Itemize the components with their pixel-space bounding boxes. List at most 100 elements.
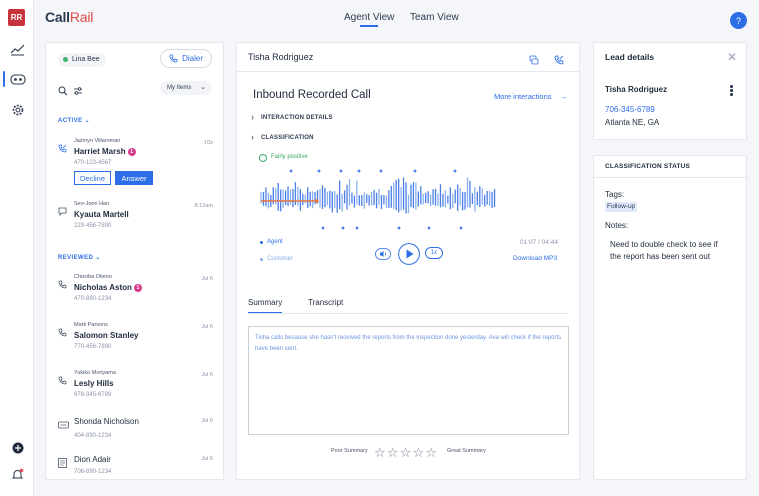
tab-transcript[interactable]: Transcript — [308, 298, 344, 307]
dialer-button[interactable]: Dialer — [160, 49, 212, 68]
play-button[interactable] — [398, 243, 420, 270]
help-button[interactable]: ? — [730, 12, 747, 29]
agent-speaking-marker — [289, 169, 293, 173]
rating-low-label: Poor Summary — [331, 448, 368, 454]
agent-speaking-marker — [413, 169, 417, 173]
rating-star[interactable]: ☆ — [374, 446, 386, 461]
audio-waveform[interactable] — [259, 167, 499, 231]
my-items-label: My Items — [167, 85, 192, 91]
classification-status-panel: CLASSIFICATION STATUS Tags: Follow-up No… — [593, 155, 747, 480]
contact-name: Salomon Stanley — [74, 331, 139, 340]
sentiment-label: Fairly positive — [271, 154, 308, 160]
section-reviewed[interactable]: REVIEWED ⌄ — [58, 255, 101, 261]
my-items-dropdown[interactable]: My Items ⌄ — [160, 81, 212, 95]
settings-icon[interactable] — [9, 101, 26, 118]
rating-star[interactable]: ☆ — [399, 446, 412, 461]
interaction-details-toggle[interactable]: INTERACTION DETAILS — [251, 112, 333, 122]
avatar[interactable]: RR — [8, 9, 25, 26]
detail-header: Tisha Rodriguez — [237, 43, 579, 72]
text-message-icon — [58, 203, 67, 221]
download-mp3-link[interactable]: Download MP3 — [513, 255, 558, 262]
contact-name: Lesly Hills — [74, 379, 114, 388]
unread-badge: 1 — [127, 148, 136, 156]
tags-label: Tags: — [605, 190, 625, 199]
tab-team-view[interactable]: Team View — [410, 12, 459, 23]
lead-details-title: Lead details — [605, 52, 655, 62]
list-item[interactable]: Jul 6 Dion Adair 706-890-1234 — [58, 450, 213, 482]
timestamp: 8:12am — [194, 203, 213, 209]
kebab-menu-icon[interactable] — [730, 85, 733, 97]
list-item[interactable]: Mark Parsons Jul 6 Salomon Stanley 770-4… — [58, 322, 213, 354]
classification-toggle[interactable]: CLASSIFICATION — [251, 132, 314, 142]
agent-speaking-marker — [357, 169, 361, 173]
contact-name: Dion Adair — [74, 455, 111, 464]
tag-follow-up[interactable]: Follow-up — [605, 202, 638, 212]
rating-star[interactable]: ☆ — [412, 446, 425, 461]
agent-speaking-marker — [453, 169, 457, 173]
tab-summary[interactable]: Summary — [248, 298, 283, 314]
contact-name: Tisha Rodriguez — [248, 52, 314, 62]
tabs-divider — [248, 313, 568, 314]
incoming-call-icon — [58, 140, 67, 158]
calls-icon[interactable] — [9, 71, 26, 88]
decline-button[interactable]: Decline — [74, 171, 111, 185]
playhead[interactable] — [314, 199, 319, 203]
tab-agent-view[interactable]: Agent View — [344, 12, 395, 27]
rating-high-label: Great Summary — [447, 448, 486, 454]
timestamp: Jul 6 — [201, 324, 213, 330]
list-item[interactable]: Jazmyn Villaroman 10s Harriet Marsh 1 470… — [58, 138, 213, 188]
close-icon[interactable]: ✕ — [726, 50, 737, 64]
timestamp: Jul 6 — [201, 418, 213, 424]
agent-name: Chizoba Otieno — [74, 274, 112, 280]
answer-button[interactable]: Answer — [115, 171, 153, 185]
incoming-call-icon — [58, 372, 67, 390]
incoming-call-icon — [58, 276, 67, 294]
notes-text[interactable]: Need to double check to see if the repor… — [610, 240, 718, 261]
agent-speaking-marker — [339, 169, 343, 173]
customer-legend-dot — [260, 258, 263, 261]
arrow-right-icon: → — [559, 92, 568, 101]
phone-number: 229-456-7890 — [74, 223, 112, 229]
chat-bubbles-icon[interactable] — [529, 52, 539, 70]
search-icon[interactable] — [58, 83, 68, 101]
contact-name: Kyauta Martell — [74, 210, 129, 219]
legend-agent: Agent — [267, 239, 283, 245]
agent-name: Yukiko Moriyama — [74, 370, 116, 376]
notes-label: Notes: — [605, 221, 629, 230]
analytics-icon[interactable] — [9, 41, 26, 58]
lead-phone[interactable]: 706-345-6789 — [605, 105, 655, 114]
add-icon[interactable] — [9, 439, 26, 456]
customer-speaking-marker — [397, 226, 401, 230]
timestamp: Jul 6 — [201, 372, 213, 378]
phone-number: 770-456-7890 — [74, 344, 112, 350]
unread-badge: 1 — [133, 284, 142, 292]
time-display: 01:07 / 04:44 — [520, 239, 558, 246]
smile-icon — [259, 154, 267, 162]
interactions-list-panel: Lina Bee Dialer My Items ⌄ ACTIVE ⌄ Jazm… — [45, 42, 224, 480]
filter-icon[interactable] — [73, 83, 83, 101]
more-interactions-link[interactable]: More interactions → — [494, 92, 568, 101]
chevron-down-icon: ⌄ — [200, 84, 206, 91]
agent-status-pill[interactable]: Lina Bee — [58, 53, 106, 67]
agent-speaking-marker — [317, 169, 321, 173]
playback-speed-button[interactable]: 1x — [425, 247, 443, 259]
list-item[interactable]: Chizoba Otieno Jul 6 Nicholas Aston 1 470… — [58, 274, 213, 306]
chevron-down-icon: ⌄ — [84, 118, 90, 124]
agent-name: Jazmyn Villaroman — [74, 138, 121, 144]
list-item[interactable]: Yukiko Moriyama Jul 6 Lesly Hills 678-34… — [58, 370, 213, 402]
list-item[interactable]: Jul 6 Shonda Nicholson 404-890-1234 — [58, 411, 213, 443]
call-icon[interactable] — [554, 52, 564, 70]
rating-star[interactable]: ☆ — [425, 446, 438, 461]
active-nav-indicator — [3, 71, 5, 87]
list-item[interactable]: Seo-Joon Han 8:12am Kyauta Martell 229-4… — [58, 201, 213, 233]
volume-icon[interactable] — [375, 247, 391, 265]
interaction-detail-panel: Tisha Rodriguez Inbound Recorded Call Mo… — [236, 42, 580, 480]
rating-star[interactable]: ☆ — [386, 446, 399, 461]
agent-speaking-marker — [379, 169, 383, 173]
section-active[interactable]: ACTIVE ⌄ — [58, 118, 90, 124]
notifications-icon[interactable] — [9, 466, 26, 483]
customer-speaking-marker — [427, 226, 431, 230]
summary-textbox[interactable]: Tisha calls because she hasn't received … — [248, 326, 569, 435]
contact-name: Harriet Marsh 1 — [74, 147, 136, 156]
callrail-logo: CallRail — [45, 9, 94, 25]
